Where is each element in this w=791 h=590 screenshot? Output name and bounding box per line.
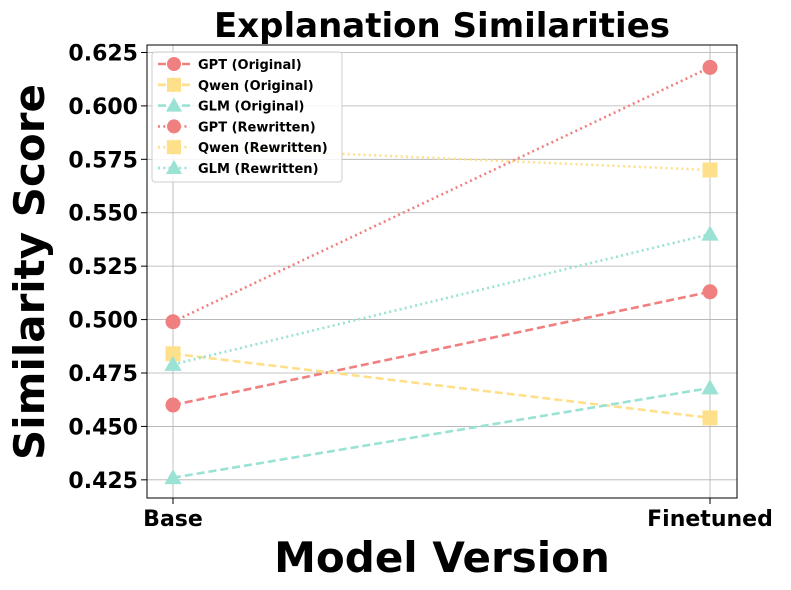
data-point-glm-original-base [164, 469, 182, 485]
legend-item-qwen-rewritten: Qwen (Rewritten) [158, 140, 328, 156]
legend-item-qwen-original: Qwen (Original) [158, 77, 314, 94]
y-tick-label: 0.475 [68, 362, 138, 387]
legend-item-glm-original: GLM (Original) [158, 97, 304, 115]
series-gpt-rewritten [165, 59, 718, 330]
legend-label: Qwen (Rewritten) [198, 141, 328, 156]
legend-label: GLM (Rewritten) [198, 162, 319, 177]
series-glm-original [164, 379, 719, 485]
y-tick-label: 0.525 [68, 255, 138, 280]
data-point-gpt-original-finetuned [702, 284, 718, 300]
data-point-qwen-original-base [165, 346, 181, 362]
plot-frame [146, 44, 738, 499]
series-qwen-original [165, 346, 718, 426]
x-tick-label-base: Base [143, 507, 203, 532]
legend-box [151, 51, 343, 183]
chart-title: Explanation Similarities [214, 6, 670, 46]
legend-item-gpt-original: GPT (Original) [158, 57, 302, 73]
legend-marker [165, 159, 183, 175]
y-tick-label: 0.425 [68, 469, 138, 494]
data-point-glm-original-finetuned [701, 379, 719, 395]
y-tick-label: 0.600 [68, 95, 138, 120]
data-point-gpt-original-base [165, 397, 181, 413]
data-point-glm-rewritten-finetuned [701, 225, 719, 241]
x-tick-label-finetuned: Finetuned [647, 507, 773, 532]
legend-label: GPT (Original) [198, 58, 302, 73]
y-tick-label: 0.500 [68, 309, 138, 334]
legend-label: GLM (Original) [198, 100, 304, 115]
series-line-glm-rewritten [172, 232, 711, 366]
data-point-qwen-original-finetuned [702, 410, 718, 426]
legend-item-gpt-rewritten: GPT (Rewritten) [158, 119, 316, 135]
x-axis-ticks: Base Finetuned [143, 498, 773, 532]
legend-marker [167, 119, 181, 134]
y-tick-label: 0.450 [68, 415, 138, 440]
legend-marker [167, 77, 181, 92]
series-gpt-original [165, 284, 718, 413]
series-line-gpt-original [172, 290, 711, 407]
legend-marker [165, 97, 183, 112]
y-axis-label: Similarity Score [5, 84, 54, 460]
legend: GPT (Original) Qwen (Original) GLM (Origin… [151, 51, 343, 183]
y-tick-label: 0.575 [68, 148, 138, 173]
y-tick-label: 0.550 [68, 202, 138, 227]
series-glm-rewritten [164, 225, 719, 371]
series-line-qwen-original [172, 352, 711, 420]
x-axis-label: Model Version [274, 533, 610, 582]
legend-label: Qwen (Original) [198, 79, 314, 94]
data-point-gpt-rewritten-base [165, 314, 181, 330]
data-point-gpt-rewritten-finetuned [702, 59, 718, 75]
series-line-gpt-rewritten [172, 66, 711, 323]
legend-marker [167, 57, 181, 71]
data-point-qwen-rewritten-finetuned [702, 162, 718, 178]
series-layer [164, 59, 719, 485]
data-point-glm-rewritten-base [164, 355, 182, 371]
legend-marker [167, 140, 181, 155]
y-axis-ticks: 0.425 0.450 0.475 0.500 0.525 0.550 0.575 0.600… [68, 41, 147, 494]
legend-item-glm-rewritten: GLM (Rewritten) [158, 159, 319, 177]
series-line-glm-original [172, 386, 711, 479]
y-tick-label: 0.625 [68, 41, 138, 66]
legend-label: GPT (Rewritten) [198, 120, 316, 135]
